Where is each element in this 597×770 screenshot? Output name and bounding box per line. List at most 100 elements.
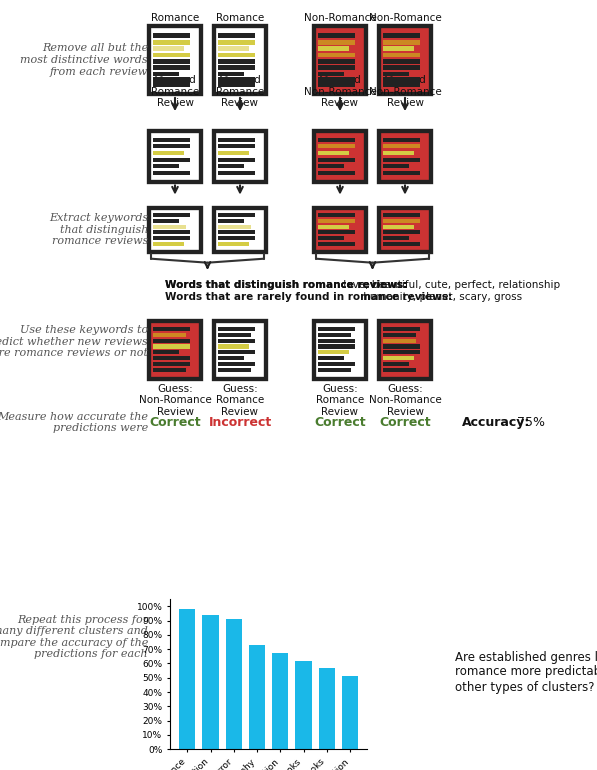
Bar (214, 26, 266, 94)
Bar (383, 225, 414, 229)
Bar (318, 362, 355, 366)
Bar (218, 344, 249, 349)
Text: Words that distinguish romance reviews: love, beautiful, cute, perfect, relation: Words that distinguish romance reviews: … (165, 280, 597, 290)
Text: Remove all but the
most distinctive words
from each review: Remove all but the most distinctive word… (20, 43, 148, 76)
Bar (218, 82, 256, 87)
Text: Words that distinguish romance reviews:: Words that distinguish romance reviews: (165, 280, 407, 290)
Bar (153, 242, 184, 246)
Bar (318, 242, 355, 246)
Bar (318, 344, 355, 349)
Bar (383, 77, 420, 82)
Bar (218, 77, 256, 82)
Bar (318, 219, 355, 223)
Bar (383, 151, 414, 155)
Bar (153, 356, 190, 360)
Bar (314, 130, 366, 182)
Bar (383, 65, 420, 70)
Bar (318, 158, 355, 162)
Bar (149, 130, 201, 182)
Bar (318, 327, 355, 331)
Bar (153, 339, 190, 343)
Bar (153, 171, 190, 175)
Bar (153, 138, 190, 142)
Bar (318, 367, 351, 372)
Bar (383, 333, 416, 337)
Bar (383, 40, 420, 45)
Bar (318, 333, 351, 337)
Text: Non-Romance
Review: Non-Romance Review (368, 13, 441, 35)
Bar (218, 158, 256, 162)
Bar (318, 151, 349, 155)
Bar (218, 242, 249, 246)
Bar (153, 33, 190, 39)
Bar (153, 327, 190, 331)
Text: Guess:
Romance
Review: Guess: Romance Review (216, 383, 264, 417)
Bar (153, 219, 179, 223)
Bar (153, 59, 190, 64)
Bar (383, 213, 420, 217)
Bar (153, 77, 190, 82)
Bar (153, 164, 179, 168)
Text: Guess:
Non-Romance
Review: Guess: Non-Romance Review (139, 383, 211, 417)
Bar (318, 350, 349, 354)
Text: Measure how accurate the
predictions were: Measure how accurate the predictions wer… (0, 412, 148, 434)
Bar (153, 213, 190, 217)
Bar (218, 52, 256, 57)
Text: love, beautiful, cute, perfect, relationship: love, beautiful, cute, perfect, relation… (340, 280, 560, 290)
Bar (218, 138, 256, 142)
Bar (218, 236, 256, 240)
Bar (153, 344, 190, 349)
Text: Cleaned
Non-Romance
Review: Cleaned Non-Romance Review (368, 75, 441, 109)
Bar (319, 668, 335, 749)
Bar (153, 362, 190, 366)
Bar (153, 367, 186, 372)
Text: Correct: Correct (149, 416, 201, 429)
Bar (218, 213, 256, 217)
Bar (379, 26, 431, 94)
Bar (153, 230, 190, 234)
Bar (379, 207, 431, 252)
Bar (383, 52, 420, 57)
Bar (218, 144, 256, 149)
Bar (153, 40, 190, 45)
Bar (318, 213, 355, 217)
Bar (214, 130, 266, 182)
Bar (202, 614, 219, 749)
Bar (218, 356, 244, 360)
Bar (153, 65, 190, 70)
Bar (383, 138, 420, 142)
Text: Words that distinguish romance reviews:: Words that distinguish romance reviews: (165, 280, 407, 290)
Bar (318, 144, 355, 149)
Text: Are established genres like
romance more predictable than
other types of cluster: Are established genres like romance more… (455, 651, 597, 694)
Bar (218, 72, 244, 76)
Bar (383, 236, 410, 240)
Bar (218, 171, 256, 175)
Bar (383, 219, 420, 223)
Bar (383, 350, 420, 354)
Bar (153, 158, 190, 162)
Text: Accuracy:: Accuracy: (462, 416, 530, 429)
Text: 75%: 75% (513, 416, 545, 429)
Bar (383, 367, 416, 372)
Bar (218, 219, 244, 223)
Bar (218, 59, 256, 64)
Bar (149, 321, 201, 379)
Text: Cleaned
Non-Romance
Review: Cleaned Non-Romance Review (304, 75, 376, 109)
Bar (383, 82, 420, 87)
Bar (318, 138, 355, 142)
Bar (218, 333, 251, 337)
Bar (214, 321, 266, 379)
Bar (383, 356, 414, 360)
Bar (383, 242, 420, 246)
Text: Cleaned
Romance
Review: Cleaned Romance Review (216, 75, 264, 109)
Bar (153, 236, 190, 240)
Text: Guess:
Romance
Review: Guess: Romance Review (316, 383, 364, 417)
Bar (153, 72, 179, 76)
Bar (218, 40, 256, 45)
Bar (383, 230, 420, 234)
Text: humanity, planet, scary, gross: humanity, planet, scary, gross (360, 292, 522, 302)
Bar (218, 33, 256, 39)
Bar (318, 356, 344, 360)
Bar (314, 26, 366, 94)
Bar (218, 65, 256, 70)
